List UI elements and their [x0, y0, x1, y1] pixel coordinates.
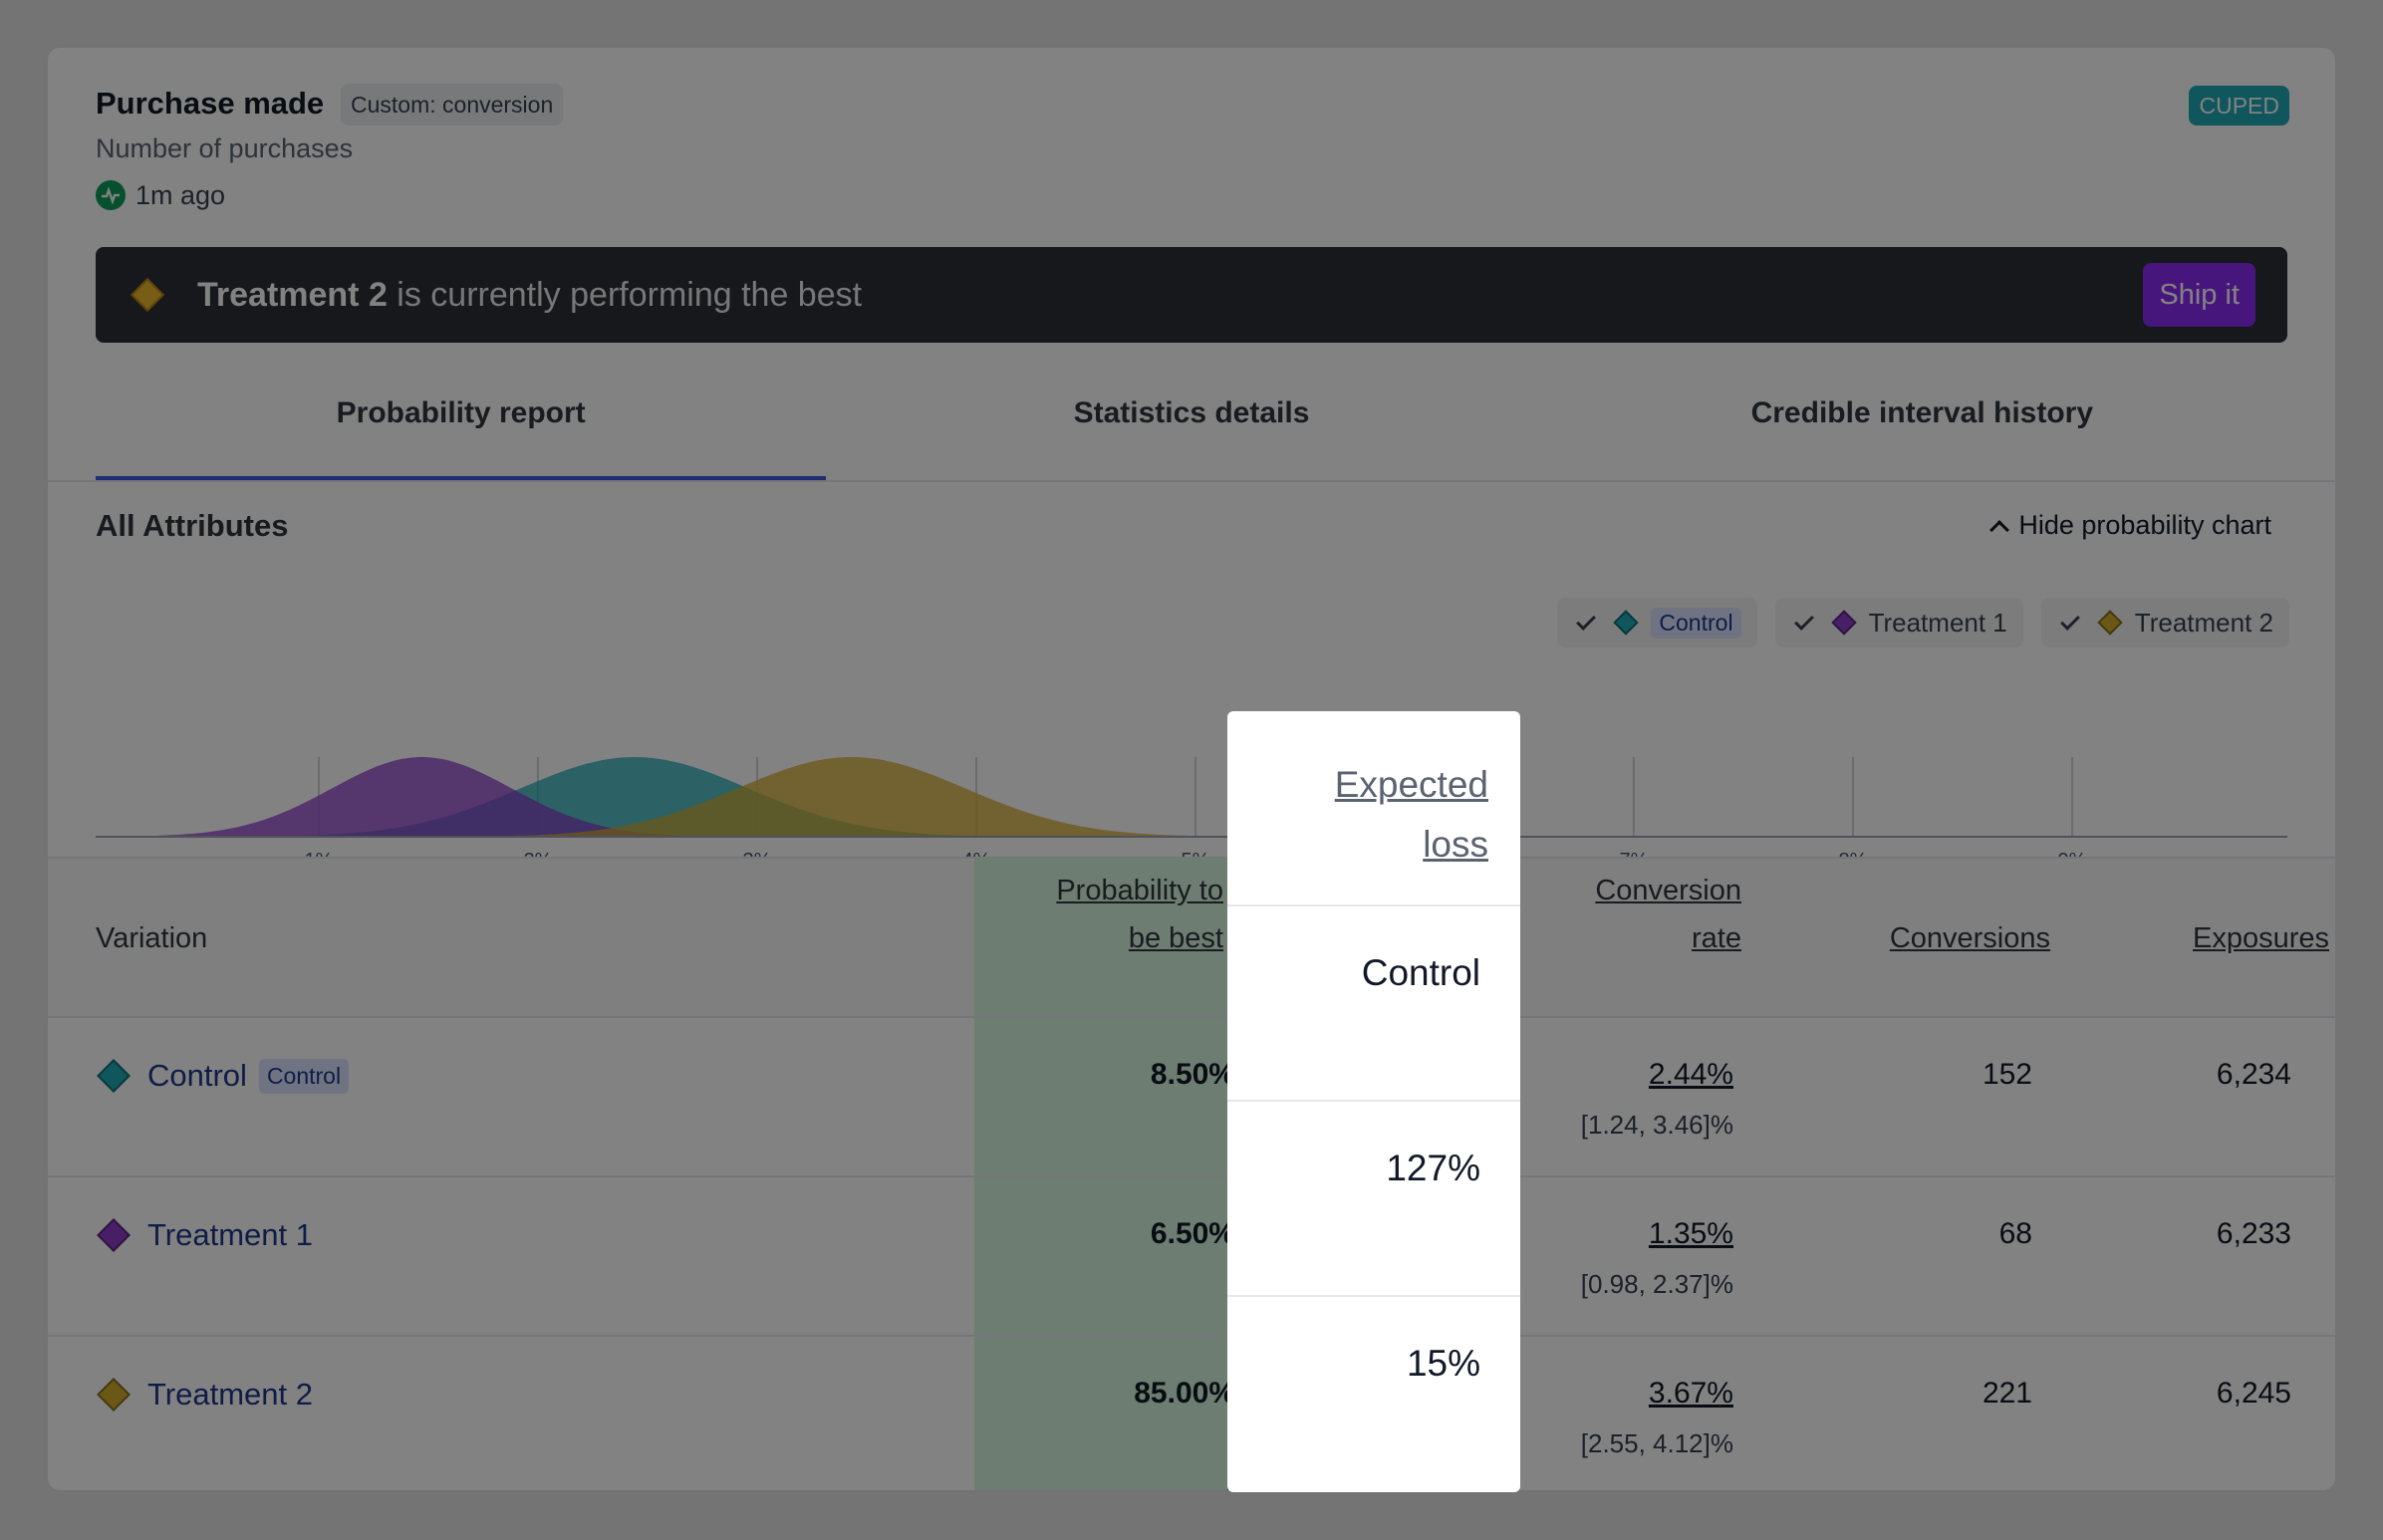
conversions-value: 68 — [1998, 1217, 2032, 1250]
variation-cell[interactable]: Treatment 2 — [96, 1377, 313, 1412]
header-conversions[interactable]: Conversions — [1889, 922, 2050, 954]
variation-cell[interactable]: Treatment 1 — [96, 1217, 313, 1253]
cuped-badge: CUPED — [2189, 86, 2289, 126]
tab-credible-interval-history[interactable]: Credible interval history — [1750, 396, 2094, 429]
header-variation: Variation — [96, 922, 208, 954]
hide-chart-label: Hide probability chart — [2018, 510, 2271, 540]
legend-item-treatment-2[interactable]: Treatment 2 — [2040, 598, 2289, 647]
freshness-indicator: 1m ago — [96, 179, 225, 211]
probability-column-highlight — [974, 857, 1229, 1490]
legend-label: Treatment 1 — [1868, 607, 2007, 638]
credible-interval: [0.98, 2.37]% — [1580, 1269, 1733, 1299]
exposures-value: 6,233 — [2216, 1217, 2291, 1250]
variation-name: Treatment 1 — [147, 1217, 313, 1252]
tab-statistics-details[interactable]: Statistics details — [1073, 396, 1310, 429]
exposures-value: 6,245 — [2216, 1377, 2291, 1410]
probability-value: 85.00% — [1134, 1377, 1235, 1410]
header-conversion-rate[interactable]: Conversion rate — [1502, 867, 1741, 962]
control-badge: Control — [258, 1058, 350, 1094]
conversions-value: 221 — [1982, 1377, 2032, 1410]
metric-type-tag: Custom: conversion — [341, 84, 564, 126]
popover-row: Control — [1227, 906, 1520, 1102]
conversions-value: 152 — [1982, 1058, 2032, 1091]
ship-it-button[interactable]: Ship it — [2143, 263, 2255, 327]
winner-banner: Treatment 2 is currently performing the … — [96, 247, 2287, 343]
section-title: All Attributes — [96, 508, 289, 543]
popover-header: Expected loss — [1227, 711, 1520, 906]
conversion-rate-value: 2.44% — [1648, 1058, 1733, 1091]
variation-name: Treatment 2 — [147, 1377, 313, 1412]
metric-subtitle: Number of purchases — [96, 133, 354, 163]
probability-value: 6.50% — [1150, 1217, 1235, 1250]
header-exposures[interactable]: Exposures — [2192, 922, 2329, 954]
popover-value: 15% — [1406, 1343, 1480, 1384]
density-area — [100, 757, 2291, 837]
table-row: Control Control 8.50% 2.44% [1.24, 3.46]… — [48, 1016, 2335, 1175]
header-line: Conversion — [1595, 875, 1741, 906]
expected-loss-popover: Expected loss Control 127% 15% — [1227, 711, 1520, 1492]
popover-title: Expected loss — [1334, 764, 1488, 865]
report-tabs: Probability report Statistics details Cr… — [96, 365, 2287, 480]
variation-cell[interactable]: Control Control — [96, 1058, 350, 1094]
table-row: Treatment 2 85.00% 3.67% [2.55, 4.12]% 2… — [48, 1335, 2335, 1490]
winner-name: Treatment 2 — [197, 275, 388, 314]
legend-label: Control — [1651, 607, 1741, 639]
metric-card: Purchase made Custom: conversion CUPED N… — [46, 46, 2337, 1492]
legend-item-control[interactable]: Control — [1557, 598, 1757, 647]
header-line: rate — [1692, 922, 1741, 954]
hide-chart-toggle[interactable]: Hide probability chart — [1989, 510, 2271, 541]
header-line: Probability to — [1056, 875, 1223, 906]
credible-interval: [1.24, 3.46]% — [1580, 1110, 1733, 1140]
popover-row: 127% — [1227, 1102, 1520, 1297]
credible-interval: [2.55, 4.12]% — [1580, 1428, 1733, 1458]
header-line: be best — [1128, 922, 1223, 954]
header-probability-to-be-best[interactable]: Probability to be best — [1004, 867, 1223, 962]
tabs-divider — [48, 480, 2335, 482]
conversion-rate-value: 1.35% — [1648, 1217, 1733, 1250]
exposures-value: 6,234 — [2216, 1058, 2291, 1091]
winner-text: is currently performing the best — [387, 275, 863, 314]
tab-probability-report[interactable]: Probability report — [96, 365, 827, 480]
legend-item-treatment-1[interactable]: Treatment 1 — [1774, 598, 2023, 647]
popover-row: 15% — [1227, 1297, 1520, 1492]
pulse-icon — [96, 180, 126, 210]
popover-value: Control — [1361, 952, 1480, 993]
chart-legend: Control Treatment 1 Treatment 2 — [1557, 598, 2289, 647]
metric-title: Purchase made — [96, 86, 325, 121]
table-row: Treatment 1 6.50% 1.35% [0.98, 2.37]% 68… — [48, 1175, 2335, 1335]
freshness-text: 1m ago — [135, 179, 226, 210]
legend-label: Treatment 2 — [2134, 607, 2273, 638]
probability-value: 8.50% — [1150, 1058, 1235, 1091]
density-area — [100, 757, 2291, 837]
conversion-rate-value: 3.67% — [1648, 1377, 1733, 1410]
variation-name: Control — [147, 1058, 247, 1093]
popover-value: 127% — [1386, 1148, 1480, 1188]
winner-message: Treatment 2 is currently performing the … — [197, 276, 862, 315]
